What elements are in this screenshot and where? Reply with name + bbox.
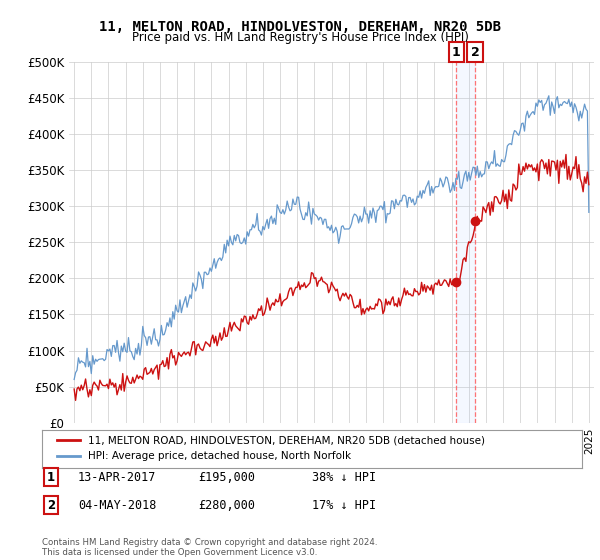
Legend: 11, MELTON ROAD, HINDOLVESTON, DEREHAM, NR20 5DB (detached house), HPI: Average : 11, MELTON ROAD, HINDOLVESTON, DEREHAM, … [53, 432, 489, 465]
Text: £195,000: £195,000 [198, 470, 255, 484]
Text: 1: 1 [452, 46, 461, 59]
Text: 2: 2 [47, 498, 55, 512]
Text: 13-APR-2017: 13-APR-2017 [78, 470, 157, 484]
Text: 11, MELTON ROAD, HINDOLVESTON, DEREHAM, NR20 5DB: 11, MELTON ROAD, HINDOLVESTON, DEREHAM, … [99, 20, 501, 34]
Bar [457, 62, 475, 423]
Text: 2: 2 [471, 46, 479, 59]
Text: 17% ↓ HPI: 17% ↓ HPI [312, 498, 376, 512]
Text: 04-MAY-2018: 04-MAY-2018 [78, 498, 157, 512]
Text: Contains HM Land Registry data © Crown copyright and database right 2024.
This d: Contains HM Land Registry data © Crown c… [42, 538, 377, 557]
Text: £280,000: £280,000 [198, 498, 255, 512]
Text: Price paid vs. HM Land Registry's House Price Index (HPI): Price paid vs. HM Land Registry's House … [131, 31, 469, 44]
Text: 1: 1 [47, 470, 55, 484]
Text: 38% ↓ HPI: 38% ↓ HPI [312, 470, 376, 484]
